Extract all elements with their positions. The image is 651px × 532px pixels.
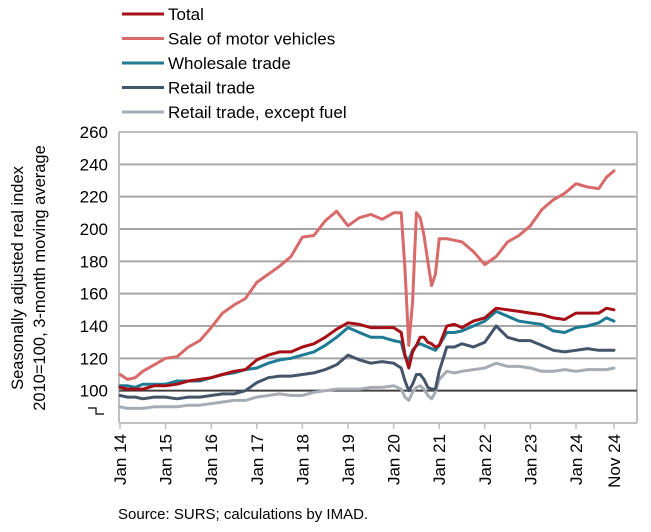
series-line-retail-trade xyxy=(118,324,616,401)
y-axis-title-line-2: 2010=100, 3-month moving average xyxy=(31,145,49,411)
series-lines xyxy=(118,169,616,410)
gridlines xyxy=(119,131,637,360)
x-tick-label: Jan 24 xyxy=(567,434,586,485)
x-tick-label: Jan 15 xyxy=(157,434,176,485)
x-tick-label: Jan 17 xyxy=(248,434,267,485)
legend: Total Sale of motor vehicles Wholesale tra… xyxy=(122,5,347,122)
x-tick-label: Jan 16 xyxy=(202,434,221,485)
y-tick-label-180: 180 xyxy=(80,252,108,271)
y-tick-label-220: 220 xyxy=(80,188,108,207)
x-tick-label: Jan 14 xyxy=(111,434,130,485)
legend-label-retail-trade: Retail trade xyxy=(168,79,255,98)
y-tick-label-260: 260 xyxy=(80,123,108,142)
axis-break-icon xyxy=(88,407,104,415)
legend-label-sale-of-motor-vehicles: Sale of motor vehicles xyxy=(168,30,335,49)
x-axis-ticks: Jan 14 Jan 15 Jan 16 Jan 17 Jan 18 Jan 19 Jan … xyxy=(111,423,624,488)
series-line-sale-of-motor-vehicles xyxy=(118,169,616,381)
series-line-wholesale-trade xyxy=(118,309,616,389)
x-tick-label: Jan 23 xyxy=(521,434,540,485)
x-tick-label: Jan 20 xyxy=(385,434,404,485)
x-tick-label: Jan 19 xyxy=(339,434,358,485)
source-note: Source: SURS; calculations by IMAD. xyxy=(118,506,369,523)
y-tick-label-100: 100 xyxy=(80,382,108,401)
x-tick-label: Jan 18 xyxy=(293,434,312,485)
y-tick-label-120: 120 xyxy=(80,349,108,368)
legend-label-total: Total xyxy=(168,5,204,24)
y-tick-label-200: 200 xyxy=(80,220,108,239)
x-tick-label: Nov 24 xyxy=(605,434,624,488)
series-line-retail-trade-except-fuel xyxy=(118,361,616,410)
y-axis-ticks: 100 120 140 160 180 200 220 240 260 xyxy=(80,123,108,415)
legend-label-retail-trade-except-fuel: Retail trade, except fuel xyxy=(168,103,347,122)
series-line-total xyxy=(118,306,616,391)
legend-label-wholesale-trade: Wholesale trade xyxy=(168,54,291,73)
line-chart: Total Sale of motor vehicles Wholesale tra… xyxy=(9,5,638,488)
y-tick-label-240: 240 xyxy=(80,155,108,174)
x-tick-label: Jan 21 xyxy=(430,434,449,485)
y-tick-label-160: 160 xyxy=(80,285,108,304)
y-axis-title-line-1: Seasonally adjusted real index xyxy=(9,165,27,390)
x-tick-label: Jan 22 xyxy=(476,434,495,485)
y-tick-label-140: 140 xyxy=(80,317,108,336)
y-axis-title: Seasonally adjusted real index 2010=100,… xyxy=(9,145,49,411)
